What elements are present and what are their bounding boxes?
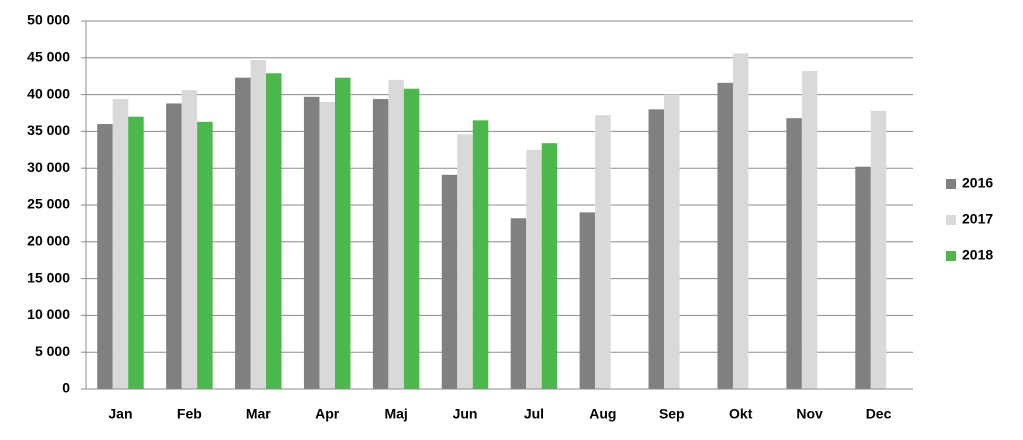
bar (235, 77, 251, 389)
bar (786, 118, 802, 389)
bar (388, 79, 404, 389)
bar (334, 77, 351, 389)
legend-swatch (946, 179, 956, 189)
x-tick-label: Jun (453, 406, 478, 422)
bar (526, 149, 542, 389)
bar (319, 101, 335, 390)
bar (541, 143, 558, 389)
bar (181, 90, 198, 390)
legend-swatch (946, 251, 956, 261)
bar (197, 121, 213, 389)
bar (855, 166, 871, 389)
y-tick-label: 25 000 (27, 196, 70, 212)
bar (266, 73, 282, 390)
bar (664, 94, 680, 389)
y-tick-label: 45 000 (27, 49, 70, 65)
bar (303, 96, 320, 390)
y-tick-label: 20 000 (27, 233, 70, 249)
bar (112, 99, 129, 390)
x-tick-label: Jan (108, 406, 132, 422)
bar (510, 218, 527, 389)
x-tick-label: Maj (384, 406, 407, 422)
legend-swatch (946, 215, 956, 225)
bar (648, 109, 665, 389)
y-tick-label: 35 000 (27, 122, 70, 138)
bar (128, 116, 144, 390)
bar (97, 124, 113, 389)
y-tick-label: 30 000 (27, 159, 70, 175)
bar (579, 212, 596, 389)
bar (595, 115, 611, 389)
y-tick-label: 10 000 (27, 306, 70, 322)
bar (472, 120, 489, 390)
x-tick-label: Okt (729, 406, 753, 422)
bar (732, 53, 749, 389)
x-tick-label: Feb (177, 406, 202, 422)
y-tick-label: 40 000 (27, 85, 70, 101)
legend-label: 2016 (962, 175, 993, 191)
bar (166, 103, 182, 389)
x-tick-label: Dec (866, 406, 892, 422)
y-tick-label: 50 000 (27, 12, 70, 28)
y-tick-label: 5 000 (35, 343, 70, 359)
bar (250, 60, 267, 390)
y-tick-label: 0 (62, 380, 70, 396)
bar (457, 134, 473, 389)
bar (801, 71, 818, 389)
x-tick-label: Apr (315, 406, 340, 422)
x-tick-label: Nov (796, 406, 823, 422)
x-tick-label: Jul (524, 406, 544, 422)
bar (717, 82, 733, 389)
legend-label: 2017 (962, 211, 993, 227)
x-tick-label: Sep (659, 406, 685, 422)
x-tick-label: Mar (246, 406, 271, 422)
x-tick-label: Aug (589, 406, 616, 422)
bar (441, 174, 458, 389)
bar (870, 110, 887, 390)
bar (403, 88, 420, 389)
legend-label: 2018 (962, 247, 993, 263)
bar (372, 99, 389, 390)
y-tick-label: 15 000 (27, 269, 70, 285)
